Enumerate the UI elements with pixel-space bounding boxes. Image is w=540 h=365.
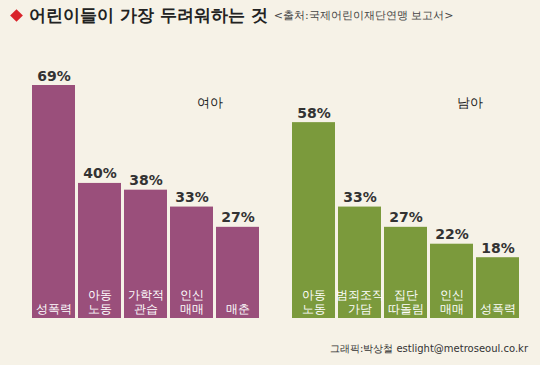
svg-text:아동노동: 아동노동: [302, 288, 326, 316]
svg-text:40%: 40%: [83, 165, 117, 181]
svg-text:27%: 27%: [221, 209, 255, 225]
svg-text:매춘: 매춘: [226, 302, 250, 316]
svg-text:38%: 38%: [129, 172, 163, 188]
html-text:그래픽:박상철 estlight@metroseoul.co: 그래픽:박상철 estlight@metroseoul.co.kr: [329, 343, 528, 354]
svg-text:집단따돌림: 집단따돌림: [388, 288, 424, 316]
svg-text:33%: 33%: [343, 189, 377, 205]
svg-text:성폭력: 성폭력: [36, 302, 72, 316]
svg-text:성폭력: 성폭력: [480, 302, 516, 316]
svg-text:남아: 남아: [457, 95, 483, 110]
svg-text:18%: 18%: [481, 240, 515, 256]
html-text:어린이들이 가장 두려워하는 것 <출처:국제어린이재단연맹: 어린이들이 가장 두려워하는 것 <출처:국제어린이재단연맹 보고서>: [29, 4, 454, 25]
svg-text:27%: 27%: [389, 209, 423, 225]
svg-text:69%: 69%: [37, 68, 71, 84]
svg-text:인신매매: 인신매매: [180, 288, 204, 316]
svg-text:인신매매: 인신매매: [440, 288, 464, 316]
svg-text:22%: 22%: [435, 226, 469, 242]
svg-text:가학적관습: 가학적관습: [128, 288, 164, 316]
svg-text:아동노동: 아동노동: [88, 288, 112, 316]
svg-text:33%: 33%: [175, 189, 209, 205]
svg-text:여아: 여아: [197, 95, 223, 110]
svg-text:58%: 58%: [297, 105, 331, 121]
svg-text:범죄조직가담: 범죄조직가담: [336, 288, 384, 316]
